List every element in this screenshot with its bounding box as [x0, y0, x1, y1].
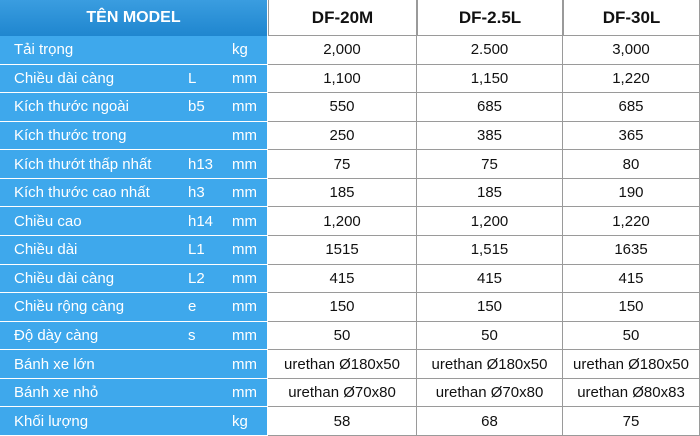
row-unit: mm	[232, 355, 257, 373]
row-value: 68	[417, 407, 563, 436]
row-value: 75	[417, 150, 563, 179]
row-value: 1,220	[563, 207, 700, 236]
row-value: 58	[268, 407, 417, 436]
row-name: Chiều rộng càng	[14, 298, 125, 316]
row-value: 1635	[563, 236, 700, 265]
row-value: 50	[268, 321, 417, 351]
model-header: DF-20M	[268, 0, 417, 36]
row-symbol: L	[188, 69, 197, 87]
row-value: 685	[563, 93, 700, 122]
row-value: urethan Ø180x50	[268, 350, 417, 379]
row-unit: mm	[232, 269, 257, 287]
row-unit: mm	[232, 155, 257, 173]
row-value: 50	[563, 321, 700, 351]
row-name: Kích thước ngoài	[14, 98, 129, 116]
row-value: 365	[563, 121, 700, 151]
row-unit: mm	[232, 241, 257, 259]
row-unit: mm	[232, 184, 257, 202]
row-value: 80	[563, 150, 700, 179]
row-label: Kích thước trong mm	[0, 121, 268, 151]
row-symbol: L2	[188, 269, 205, 287]
row-value: 1515	[268, 236, 417, 265]
row-unit: mm	[232, 212, 257, 230]
header-title: TÊN MODEL	[0, 0, 268, 36]
row-unit: mm	[232, 298, 257, 316]
row-value: 185	[417, 178, 563, 208]
row-label: Chiều dài L1 mm	[0, 236, 268, 265]
row-value: 75	[563, 407, 700, 436]
row-label: Chiều cao h14 mm	[0, 207, 268, 236]
row-label: Kích thước cao nhất h3 mm	[0, 178, 268, 208]
row-value: 150	[563, 293, 700, 322]
row-value: 1,150	[417, 64, 563, 94]
row-label: Bánh xe lớn mm	[0, 350, 268, 379]
row-label: Độ dày càng s mm	[0, 321, 268, 351]
row-value: 1,200	[268, 207, 417, 236]
row-value: 415	[268, 264, 417, 294]
row-value: 1,200	[417, 207, 563, 236]
row-unit: mm	[232, 384, 257, 402]
row-value: 1,515	[417, 236, 563, 265]
row-value: 185	[268, 178, 417, 208]
row-symbol: b5	[188, 98, 205, 116]
row-name: Chiều dài càng	[14, 269, 115, 287]
row-label: Tải trọng kg	[0, 36, 268, 65]
model-header: DF-30L	[563, 0, 700, 36]
row-value: 685	[417, 93, 563, 122]
row-value: 2.500	[417, 36, 563, 65]
row-unit: kg	[232, 41, 248, 59]
row-value: 250	[268, 121, 417, 151]
row-symbol: L1	[188, 241, 205, 259]
row-name: Bánh xe nhỏ	[14, 384, 99, 402]
row-name: Tải trọng	[14, 41, 74, 59]
row-value: urethan Ø80x83	[563, 378, 700, 408]
row-value: urethan Ø180x50	[563, 350, 700, 379]
row-value: 2,000	[268, 36, 417, 65]
row-name: Kích thước trong	[14, 126, 127, 144]
row-value: 1,220	[563, 64, 700, 94]
row-unit: mm	[232, 326, 257, 344]
row-symbol: h3	[188, 184, 205, 202]
row-name: Khối lượng	[14, 412, 89, 430]
row-name: Chiều cao	[14, 212, 82, 230]
row-value: 1,100	[268, 64, 417, 94]
row-value: 3,000	[563, 36, 700, 65]
row-value: 550	[268, 93, 417, 122]
row-name: Kích thước cao nhất	[14, 184, 150, 202]
row-unit: mm	[232, 69, 257, 87]
row-label: Kích thước ngoài b5 mm	[0, 93, 268, 122]
row-label: Kích thướt thấp nhất h13 mm	[0, 150, 268, 179]
row-symbol: h14	[188, 212, 214, 230]
row-value: 50	[417, 321, 563, 351]
row-value: 385	[417, 121, 563, 151]
row-label: Bánh xe nhỏ mm	[0, 378, 268, 408]
row-value: 190	[563, 178, 700, 208]
row-value: 150	[268, 293, 417, 322]
row-value: urethan Ø180x50	[417, 350, 563, 379]
row-value: urethan Ø70x80	[268, 378, 417, 408]
row-unit: mm	[232, 98, 257, 116]
row-name: Chiều dài	[14, 241, 78, 259]
row-value: 150	[417, 293, 563, 322]
row-unit: kg	[232, 412, 248, 430]
row-label: Chiều rộng càng e mm	[0, 293, 268, 322]
row-name: Độ dày càng	[14, 326, 99, 344]
row-symbol: e	[188, 298, 197, 316]
row-label: Chiều dài càng L2 mm	[0, 264, 268, 294]
row-value: urethan Ø70x80	[417, 378, 563, 408]
model-header: DF-2.5L	[417, 0, 563, 36]
row-name: Kích thướt thấp nhất	[14, 155, 152, 173]
row-unit: mm	[232, 126, 257, 144]
row-label: Khối lượng kg	[0, 407, 268, 436]
row-symbol: s	[188, 326, 196, 344]
row-value: 415	[417, 264, 563, 294]
row-symbol: h13	[188, 155, 214, 173]
row-name: Bánh xe lớn	[14, 355, 95, 373]
row-value: 415	[563, 264, 700, 294]
row-value: 75	[268, 150, 417, 179]
row-name: Chiều dài càng	[14, 69, 115, 87]
